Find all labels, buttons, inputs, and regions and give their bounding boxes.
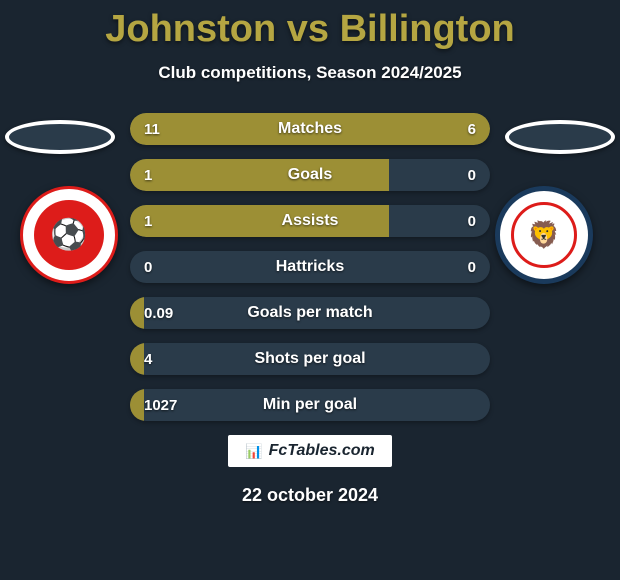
stat-label: Shots per goal bbox=[130, 350, 490, 368]
page-title: Johnston vs Billington bbox=[0, 0, 620, 51]
right-club-badge bbox=[495, 186, 593, 284]
stat-right-value: 0 bbox=[468, 259, 476, 276]
stats-container: 11Matches61Goals01Assists00Hattricks00.0… bbox=[130, 113, 490, 421]
stat-right-value: 0 bbox=[468, 167, 476, 184]
watermark: 📊 FcTables.com bbox=[228, 435, 392, 467]
right-player-area bbox=[505, 120, 620, 284]
page-subtitle: Club competitions, Season 2024/2025 bbox=[0, 63, 620, 83]
chart-icon: 📊 bbox=[245, 443, 262, 460]
watermark-text: FcTables.com bbox=[269, 442, 375, 460]
right-player-ellipse bbox=[505, 120, 615, 154]
date-label: 22 october 2024 bbox=[0, 485, 620, 506]
stat-row: 0Hattricks0 bbox=[130, 251, 490, 283]
stat-row: 0.09Goals per match bbox=[130, 297, 490, 329]
stat-label: Min per goal bbox=[130, 396, 490, 414]
stat-label: Hattricks bbox=[130, 258, 490, 276]
stat-row: 4Shots per goal bbox=[130, 343, 490, 375]
stat-row: 1Goals0 bbox=[130, 159, 490, 191]
stat-label: Goals per match bbox=[130, 304, 490, 322]
stat-label: Assists bbox=[130, 212, 490, 230]
stat-label: Goals bbox=[130, 166, 490, 184]
left-player-ellipse bbox=[5, 120, 115, 154]
stat-right-value: 0 bbox=[468, 213, 476, 230]
stat-right-value: 6 bbox=[468, 121, 476, 138]
stat-row: 11Matches6 bbox=[130, 113, 490, 145]
left-club-badge bbox=[20, 186, 118, 284]
stat-row: 1Assists0 bbox=[130, 205, 490, 237]
left-player-area bbox=[0, 120, 118, 284]
stat-row: 1027Min per goal bbox=[130, 389, 490, 421]
stat-label: Matches bbox=[130, 120, 490, 138]
